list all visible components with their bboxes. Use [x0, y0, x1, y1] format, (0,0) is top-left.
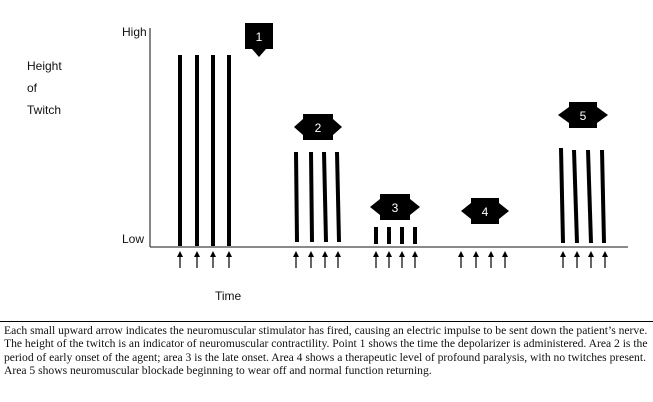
stimulus-arrow — [560, 251, 566, 268]
stimulus-arrow — [177, 251, 183, 268]
area-1-marker: 1 — [245, 23, 273, 57]
twitch-bar — [572, 150, 579, 243]
stimulus-arrow — [226, 251, 232, 268]
stimulus-arrows — [177, 251, 608, 268]
y-high-label: High — [122, 25, 147, 39]
area-5-marker: 5 — [558, 102, 608, 128]
twitch-group-5 — [559, 148, 606, 243]
area-2-label: 2 — [315, 121, 322, 135]
stimulus-arrow — [210, 251, 216, 268]
twitch-bar — [178, 55, 182, 246]
area-1-label: 1 — [256, 30, 263, 44]
stimulus-arrow — [602, 251, 608, 268]
stimulus-arrow — [194, 251, 200, 268]
x-title-label: Time — [215, 289, 242, 300]
stimulus-arrow — [322, 251, 328, 268]
stimulus-arrow — [399, 251, 405, 268]
twitch-group-2 — [294, 152, 341, 242]
stimulus-arrow — [293, 251, 299, 268]
stimulus-arrow — [502, 251, 508, 268]
y-title-line-1: Height — [27, 59, 62, 73]
twitch-bar — [413, 227, 417, 244]
stimulus-arrow — [386, 251, 392, 268]
twitch-bar — [294, 152, 299, 242]
twitch-bar — [227, 55, 231, 246]
twitch-bar — [211, 55, 215, 246]
twitch-bar — [374, 227, 378, 244]
stimulus-arrow — [308, 251, 314, 268]
area-3-marker: 3 — [370, 194, 420, 220]
y-low-label: Low — [122, 232, 144, 246]
stimulus-arrow — [488, 251, 494, 268]
twitch-bar — [195, 55, 199, 246]
twitch-bar — [600, 150, 606, 243]
y-title-line-2: of — [27, 81, 38, 95]
stimulus-arrow — [335, 251, 341, 268]
stimulus-arrow — [412, 251, 418, 268]
figure-caption: Each small upward arrow indicates the ne… — [0, 321, 653, 402]
twitch-bar — [322, 152, 328, 242]
twitch-bar — [586, 150, 593, 243]
twitch-bar — [387, 227, 391, 244]
stimulus-arrow — [458, 251, 464, 268]
area-3-label: 3 — [392, 201, 399, 215]
stimulus-arrow — [473, 251, 479, 268]
area-4-marker: 4 — [461, 198, 509, 224]
twitch-group-3 — [374, 227, 417, 244]
area-2-marker: 2 — [294, 114, 342, 140]
stimulus-arrow — [574, 251, 580, 268]
twitch-bar — [400, 227, 404, 244]
area-5-label: 5 — [580, 109, 587, 123]
stimulus-arrow — [588, 251, 594, 268]
twitch-bar — [309, 152, 314, 242]
twitch-bar — [335, 152, 341, 242]
y-title-line-3: Twitch — [27, 103, 61, 117]
twitch-bar — [559, 148, 565, 243]
twitch-group-1 — [178, 55, 231, 246]
twitch-diagram: High Low Height of Twitch Time 1 2 — [27, 23, 628, 300]
area-4-label: 4 — [482, 205, 489, 219]
stimulus-arrow — [373, 251, 379, 268]
